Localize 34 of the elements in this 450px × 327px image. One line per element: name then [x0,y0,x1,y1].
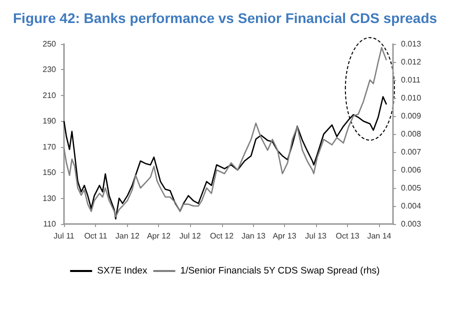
y-tick-label: 230 [42,65,57,74]
line-series [63,46,388,218]
x-tick-label: Jul 13 [305,232,328,240]
legend-label: SX7E Index [97,266,148,276]
y2-tick-label: 0.011 [401,76,421,84]
y2-tick-label: 0.009 [401,112,422,120]
legend-label: 1/Senior Financials 5Y CDS Swap Spread (rhs) [180,266,380,276]
x-tick-label: Oct 12 [210,232,234,240]
y2-tick-label: 0.006 [401,166,422,174]
y-tick-label: 190 [42,116,57,126]
x-tick-label: Apr 12 [146,232,172,240]
x-tick-label: Jan 13 [241,232,266,240]
y2-tick-label: 0.012 [401,58,422,66]
y2-tick-label: 0.008 [401,130,422,138]
x-tick-label: Jan 12 [115,232,140,240]
y2-tick-label: 0.010 [401,94,422,102]
y2-tick-label: 0.005 [401,184,422,192]
chart-title: Figure 42: Banks performance vs Senior Financial CDS spreads [13,10,438,26]
y-tick-label: 170 [42,142,57,152]
y2-tick-label: 0.013 [401,40,422,48]
y2-tick-label: 0.004 [401,202,422,210]
x-tick-label: Jan 14 [367,232,392,240]
x-tick-label: Oct 13 [336,232,360,240]
y-tick-label: 250 [42,40,57,48]
y-tick-label: 210 [42,90,57,100]
x-tick-label: Jul 12 [179,232,202,240]
y-tick-label: 110 [43,220,57,228]
y2-tick-label: 0.007 [401,148,422,156]
x-tick-label: Apr 13 [272,232,297,240]
y-tick-label: 150 [42,168,57,178]
x-tick-label: Jul 11 [54,232,75,240]
x-tick-label: Oct 11 [84,232,108,240]
y-tick-label: 130 [42,194,57,203]
y2-tick-label: 0.003 [401,220,422,228]
